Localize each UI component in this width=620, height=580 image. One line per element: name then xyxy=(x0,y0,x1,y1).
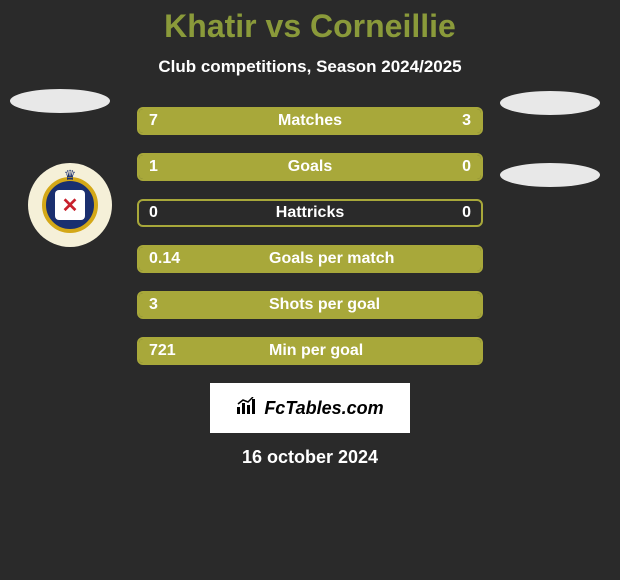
subtitle: Club competitions, Season 2024/2025 xyxy=(0,57,620,77)
bar-value-left: 721 xyxy=(149,342,176,360)
bar-label: Shots per goal xyxy=(269,296,380,314)
main-area: ♛ ✕ 7 Matches 3 1 Goals 0 0 xyxy=(0,107,620,468)
stat-bar-goals: 1 Goals 0 xyxy=(137,153,483,181)
page-title: Khatir vs Corneillie xyxy=(0,8,620,45)
bar-label: Min per goal xyxy=(269,342,363,360)
bar-label: Matches xyxy=(278,112,342,130)
chart-icon xyxy=(236,397,258,420)
bar-value-right: 0 xyxy=(462,158,471,176)
ellipse-icon xyxy=(500,91,600,115)
player-right-badge-2 xyxy=(500,163,600,203)
player-right-badge-top xyxy=(500,91,600,131)
ellipse-icon xyxy=(10,89,110,113)
bar-fill-left xyxy=(139,109,378,133)
branding-text: FcTables.com xyxy=(264,398,383,419)
bar-label: Goals xyxy=(288,158,332,176)
bar-value-left: 0.14 xyxy=(149,250,180,268)
date-text: 16 october 2024 xyxy=(0,447,620,468)
container: Khatir vs Corneillie Club competitions, … xyxy=(0,0,620,468)
bar-fill-left xyxy=(139,155,402,179)
bar-value-left: 3 xyxy=(149,296,158,314)
stat-bar-hattricks: 0 Hattricks 0 xyxy=(137,199,483,227)
ellipse-icon xyxy=(500,163,600,187)
bar-label: Goals per match xyxy=(269,250,394,268)
club-badge-left: ♛ ✕ xyxy=(28,163,112,247)
club-badge-inner: ♛ ✕ xyxy=(42,177,98,233)
bar-value-right: 3 xyxy=(462,112,471,130)
player-left-badge-top xyxy=(10,89,110,129)
branding-box: FcTables.com xyxy=(210,383,410,433)
stat-bar-shots-per-goal: 3 Shots per goal xyxy=(137,291,483,319)
stat-bar-goals-per-match: 0.14 Goals per match xyxy=(137,245,483,273)
bar-value-left: 7 xyxy=(149,112,158,130)
bar-value-left: 0 xyxy=(149,204,158,222)
bar-value-right: 0 xyxy=(462,204,471,222)
stat-bar-matches: 7 Matches 3 xyxy=(137,107,483,135)
bar-label: Hattricks xyxy=(276,204,344,222)
bar-value-left: 1 xyxy=(149,158,158,176)
crown-icon: ♛ xyxy=(64,167,77,184)
club-x-icon: ✕ xyxy=(55,190,85,220)
stat-bar-min-per-goal: 721 Min per goal xyxy=(137,337,483,365)
stat-bars: 7 Matches 3 1 Goals 0 0 Hattricks 0 0.14… xyxy=(137,107,483,365)
